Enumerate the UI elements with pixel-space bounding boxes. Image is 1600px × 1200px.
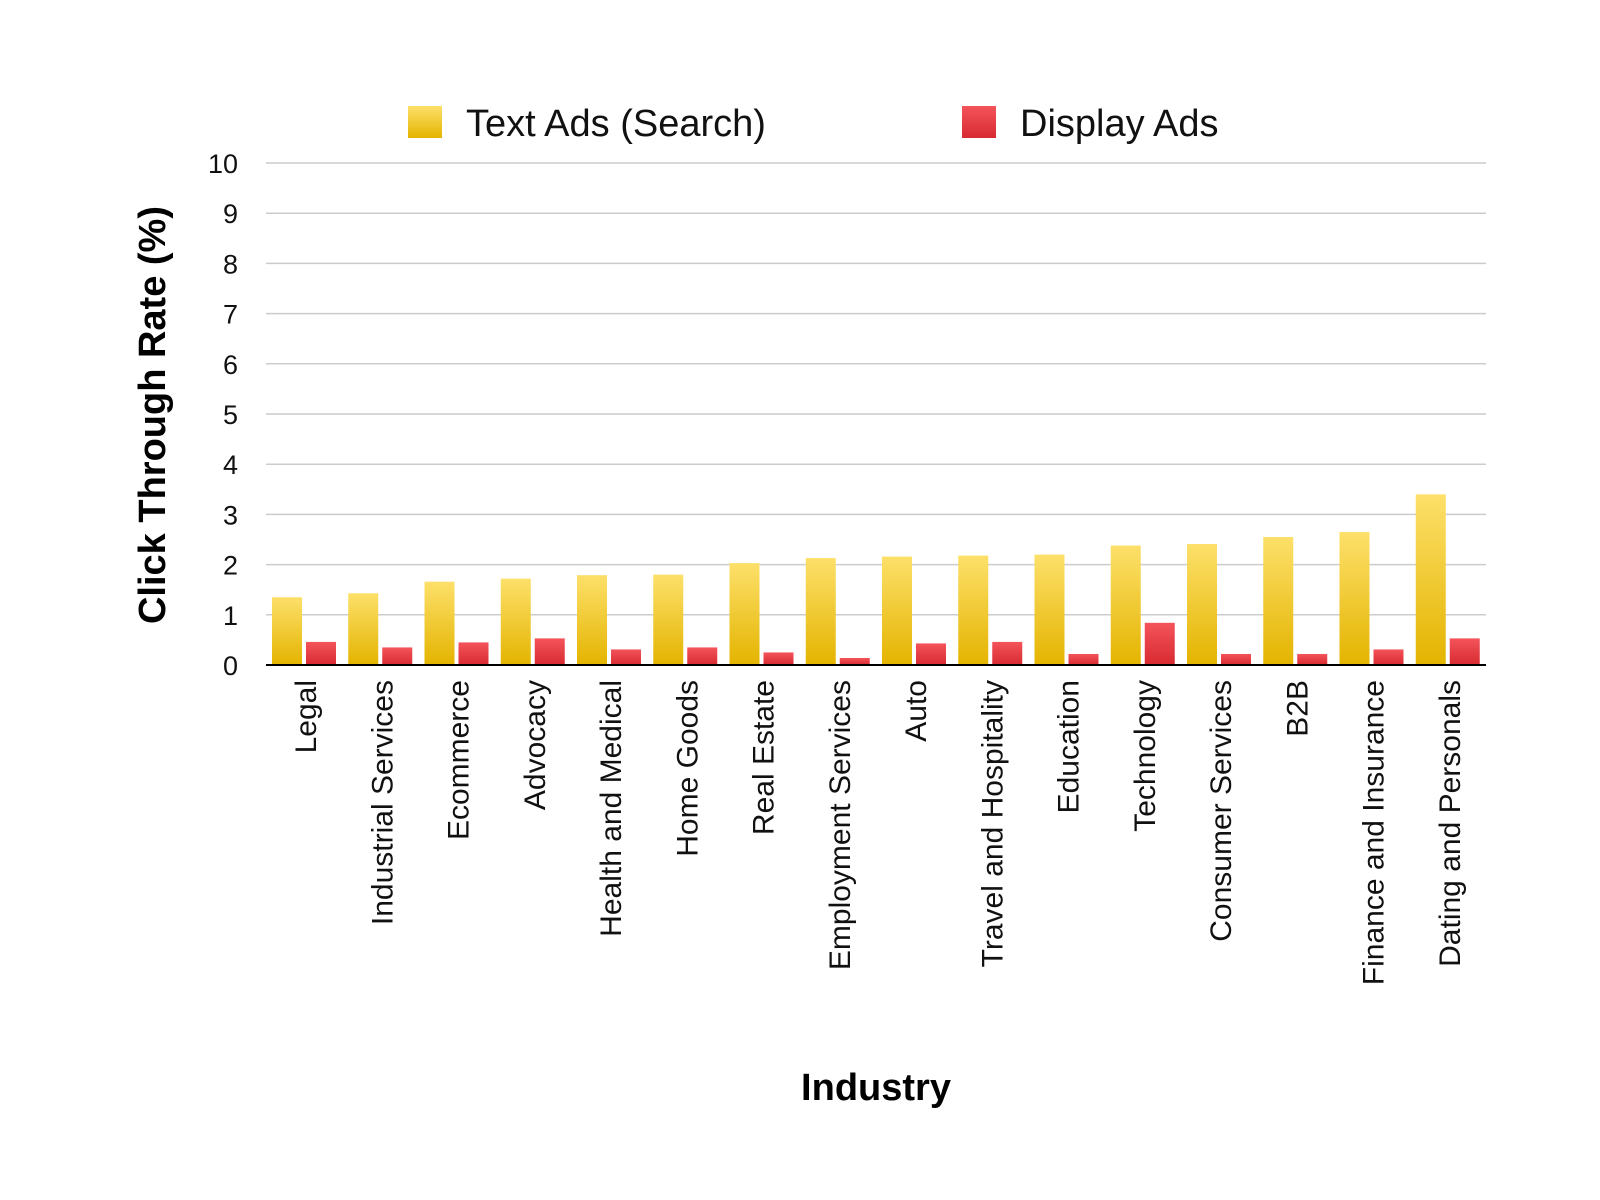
x-category-label: Education [1053,680,1086,813]
x-category-label: Travel and Hospitality [976,680,1009,967]
legend-swatch-display-ads [962,106,996,138]
bar-text-ads [958,555,989,665]
bar-text-ads [577,575,607,665]
x-axis-labels: Legal Industrial Services Ecommerce Advocac… [290,680,1467,985]
legend-label-display-ads: Display Ads [1020,103,1219,145]
y-tick-label: 6 [223,350,238,380]
x-category-label: Technology [1129,680,1162,832]
bar-text-ads [1034,554,1065,665]
bar-display-ads [458,642,489,665]
legend-label-text-ads: Text Ads (Search) [466,103,766,145]
bar-text-ads [500,578,531,665]
x-category-label: Dating and Personals [1434,680,1467,967]
x-category-label: Real Estate [748,680,781,835]
x-category-label: Consumer Services [1205,680,1238,942]
bar-display-ads [306,641,336,665]
bar-text-ads [653,574,684,665]
bar-text-ads [1415,494,1446,665]
bar-display-ads [382,647,413,665]
x-category-label: Ecommerce [443,680,476,840]
bar-text-ads [1263,536,1294,665]
y-axis-title: Click Through Rate (%) [132,206,174,624]
x-category-label: Home Goods [671,680,704,857]
bar-text-ads [348,593,379,665]
bar-display-ads [1221,653,1251,665]
legend: Text Ads (Search) Display Ads [408,103,1219,145]
bar-display-ads [534,638,565,665]
y-tick-label: 7 [223,300,238,330]
bar-text-ads [1187,544,1217,665]
bar-display-ads [687,647,718,665]
bar-display-ads [1373,649,1404,665]
bar-display-ads [1297,653,1328,665]
bar-text-ads [882,556,912,665]
y-tick-label: 9 [223,199,238,229]
y-tick-label: 8 [223,249,238,279]
x-category-label: Industrial Services [366,680,399,925]
bar-text-ads [1339,531,1370,665]
x-category-label: Legal [290,680,323,753]
y-tick-label: 1 [223,601,238,631]
x-category-label: Health and Medical [595,680,628,937]
bar-display-ads [1449,638,1480,665]
y-axis-ticks: 0 1 2 3 4 5 6 7 8 9 10 [208,149,238,681]
y-tick-label: 3 [223,500,238,530]
bar-display-ads [611,649,641,665]
x-category-label: Advocacy [519,680,552,810]
bar-text-ads [805,558,836,665]
x-axis-title: Industry [801,1067,951,1109]
bar-display-ads [1068,653,1099,665]
bar-display-ads [992,641,1023,665]
bar-text-ads [1110,545,1141,665]
bar-display-ads [839,657,870,665]
legend-swatch-text-ads [408,106,442,138]
gridlines [266,162,1486,616]
x-category-label: Auto [900,680,933,742]
bar-display-ads [763,652,794,665]
y-tick-label: 4 [223,450,238,480]
x-category-label: Finance and Insurance [1358,680,1391,985]
bar-text-ads [272,597,302,665]
y-tick-label: 10 [208,149,238,179]
bar-display-ads [916,643,946,665]
x-category-label: B2B [1281,680,1314,737]
bar-display-ads [1144,622,1175,665]
bars [272,494,1480,665]
y-tick-label: 5 [223,400,238,430]
y-tick-label: 2 [223,551,238,581]
x-category-label: Employment Services [824,680,857,970]
bar-text-ads [729,563,760,665]
y-tick-label: 0 [223,651,238,681]
bar-text-ads [424,581,455,665]
